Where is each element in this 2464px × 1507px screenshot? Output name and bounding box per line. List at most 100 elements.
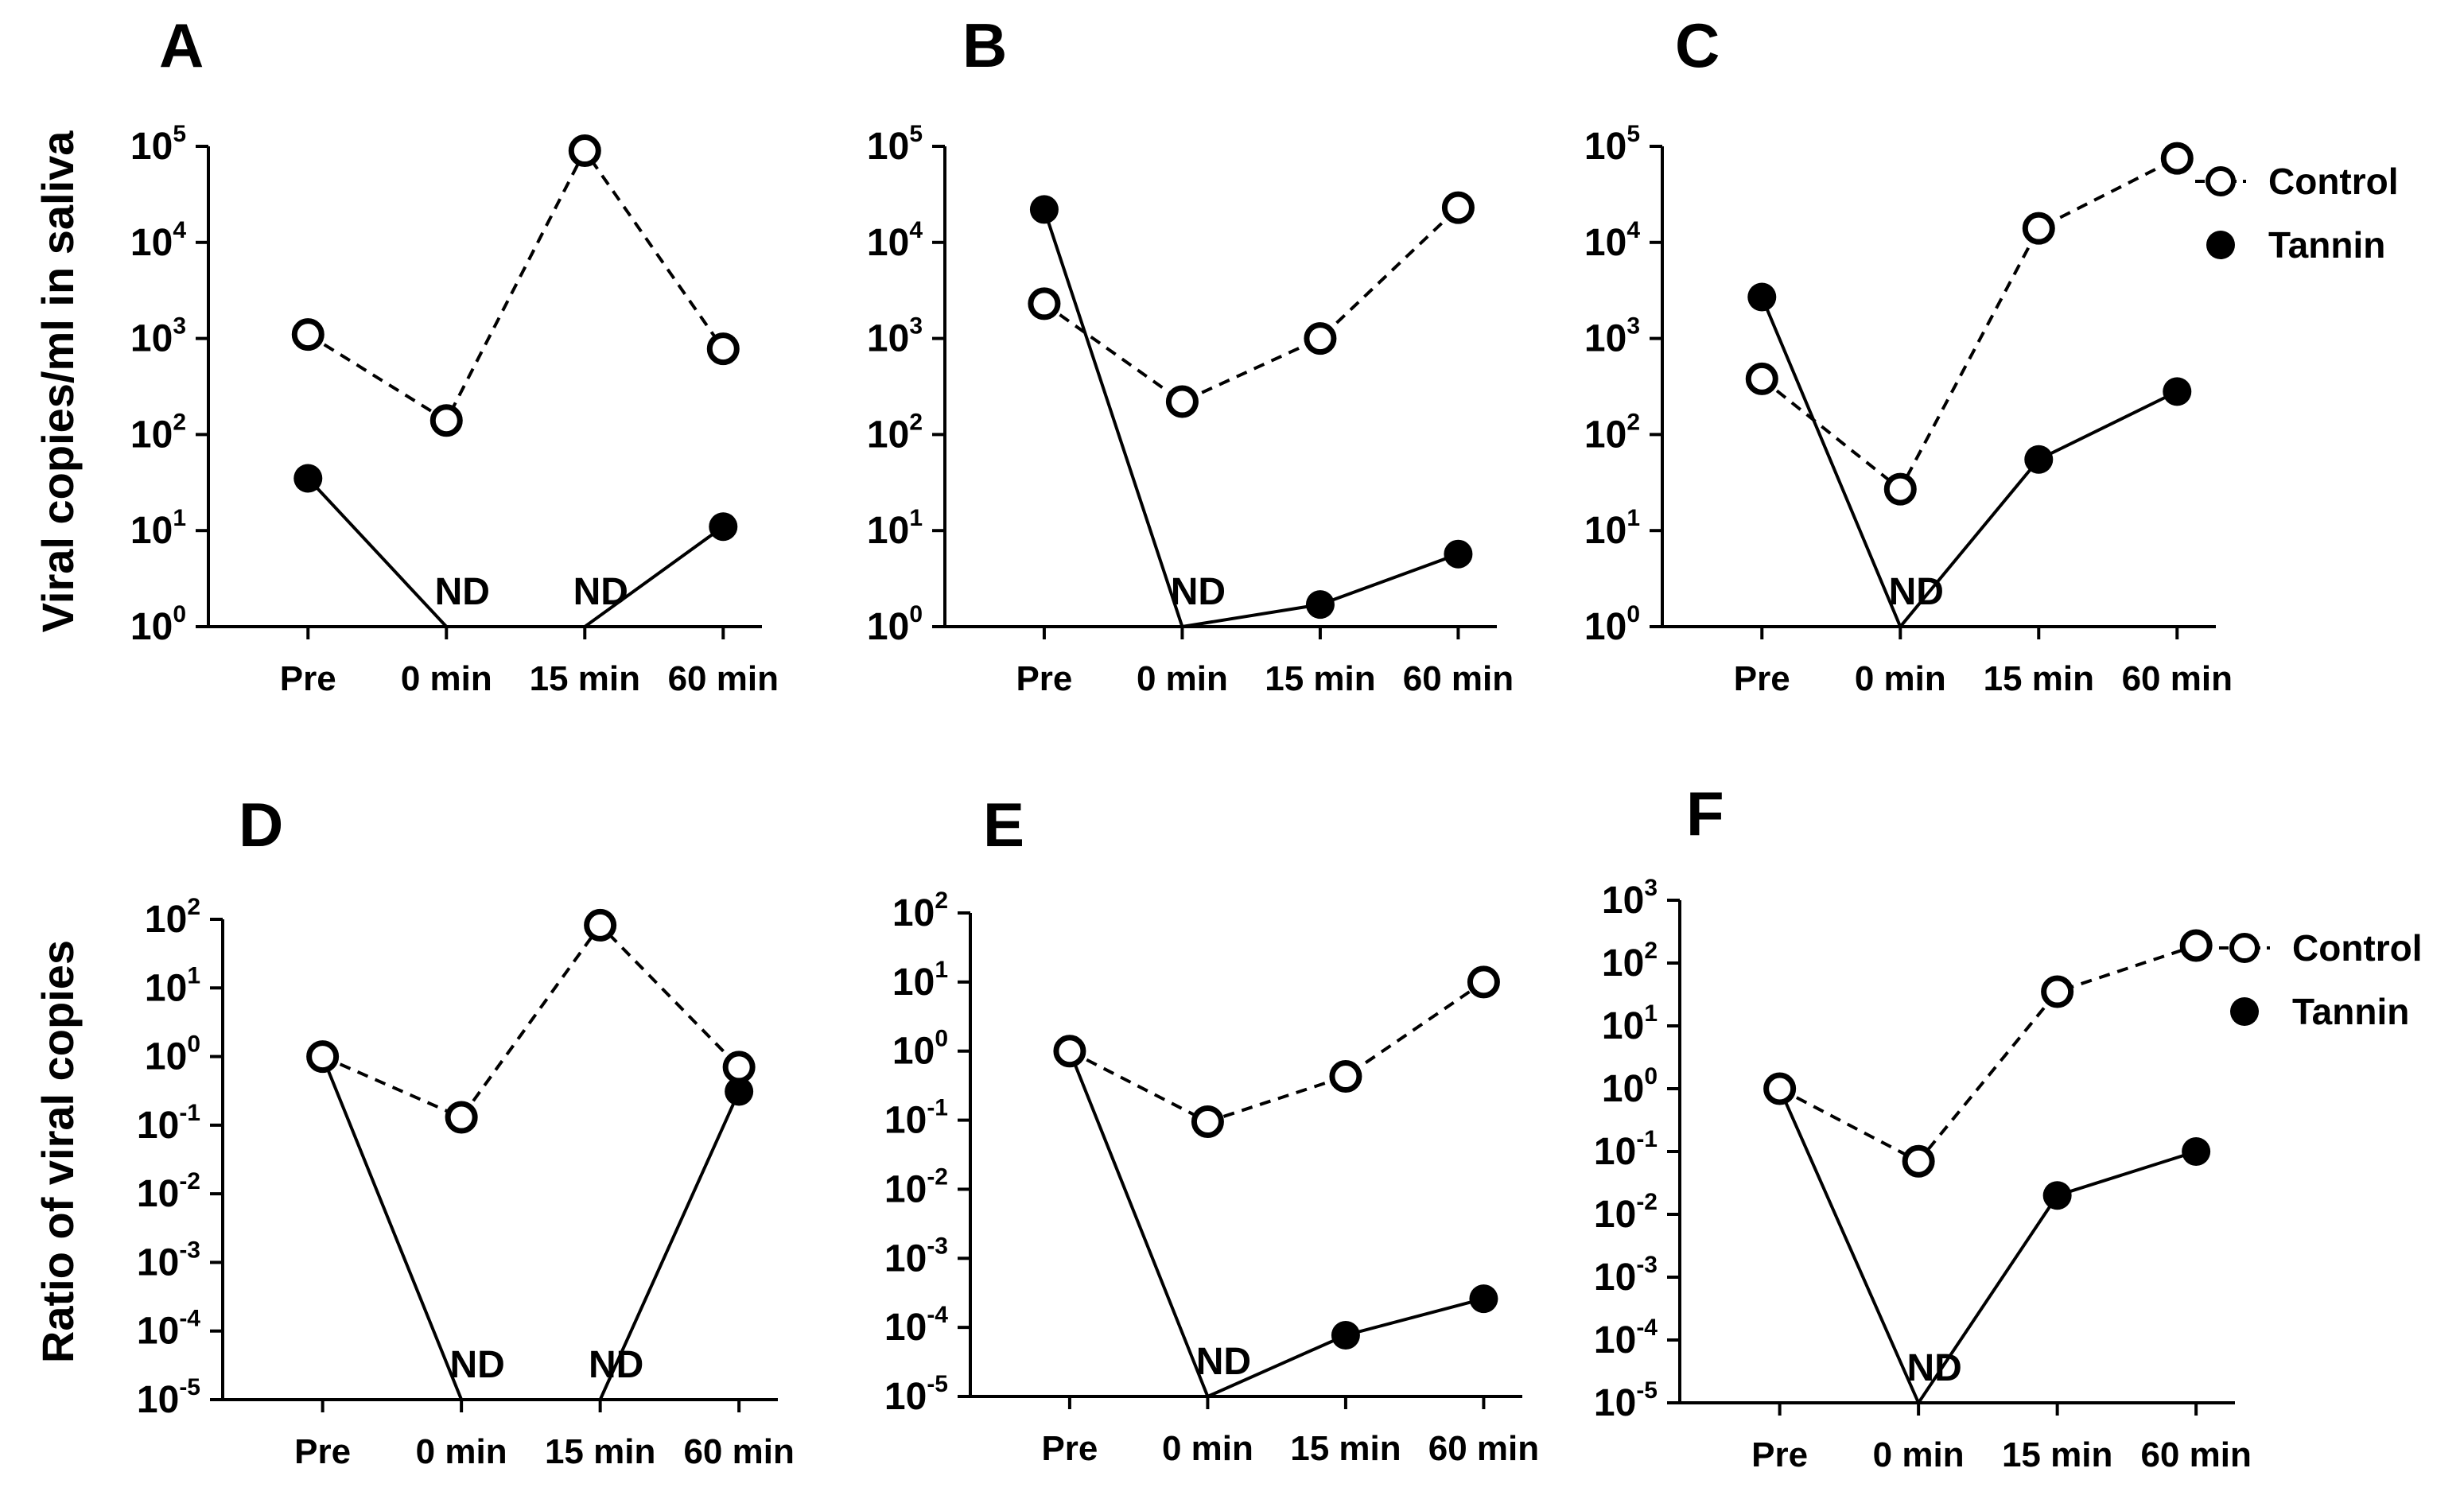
y-tick-label: 101 <box>892 957 948 1004</box>
control-point <box>1304 322 1337 355</box>
x-tick-label: 60 min <box>1428 1429 1539 1468</box>
x-tick-label: 0 min <box>1873 1435 1965 1474</box>
legend-control-marker <box>2229 933 2260 963</box>
y-tick-label: 102 <box>892 887 948 934</box>
y-tick-label: 105 <box>1584 121 1640 168</box>
control-point <box>1165 385 1199 418</box>
y-tick-label: 10-3 <box>1594 1252 1658 1299</box>
legend-tannin-label: Tannin <box>2292 991 2409 1032</box>
tannin-point <box>1747 282 1777 312</box>
x-tick-label: 0 min <box>1137 659 1228 698</box>
nd-label: ND <box>1906 1347 1961 1389</box>
panel-letter: E <box>983 790 1024 860</box>
x-tick-label: Pre <box>1016 659 1072 698</box>
x-tick-label: 15 min <box>1984 659 2094 698</box>
y-tick-label: 105 <box>130 121 186 168</box>
control-series-line <box>1761 157 2178 492</box>
control-point <box>1902 1144 1935 1178</box>
legend-tannin-marker <box>2230 997 2259 1026</box>
x-tick-label: 0 min <box>1162 1429 1253 1468</box>
tannin-point <box>1305 590 1335 620</box>
tannin-point <box>2163 377 2192 406</box>
y-axis-label-bottom-row: Ratio of viral copies <box>33 940 83 1363</box>
legend-control-label: Control <box>2268 161 2399 202</box>
y-tick-label: 101 <box>130 505 186 552</box>
y-tick-label: 103 <box>867 313 923 360</box>
nd-label: ND <box>1889 571 1944 613</box>
y-tick-label: 10-2 <box>137 1168 200 1215</box>
panel-a: A 100 101 102 103 104 105 Pre 0 min 15 min 60 min N… <box>130 10 779 698</box>
y-tick-label: 100 <box>1602 1063 1658 1110</box>
control-point <box>584 908 617 942</box>
x-tick-label: 15 min <box>545 1432 655 1471</box>
control-series-line <box>1069 981 1485 1124</box>
control-series-line <box>1043 206 1459 404</box>
panel-letter: C <box>1675 10 1720 80</box>
control-series-line <box>307 147 725 423</box>
panel-d: D 10-5 10-4 10-3 10-2 10-1 100 101 102 Pre 0 min 15… <box>137 790 795 1471</box>
control-point <box>1441 191 1475 224</box>
panel-b: B 100 101 102 103 104 105 Pre 0 min 15 min 60 min N… <box>867 10 1514 698</box>
control-point <box>722 1051 756 1084</box>
y-tick-label: 10-4 <box>137 1306 200 1353</box>
panel-letter: D <box>239 790 283 860</box>
y-tick-label: 104 <box>867 217 923 264</box>
control-series-line <box>321 922 740 1120</box>
nd-label: ND <box>435 571 490 613</box>
x-tick-label: 60 min <box>2140 1435 2251 1474</box>
x-tick-label: 15 min <box>2002 1435 2112 1474</box>
y-tick-label: 10-2 <box>1594 1189 1658 1236</box>
control-point <box>2160 142 2194 175</box>
panel-letter: F <box>1686 779 1724 849</box>
tannin-point <box>709 512 738 542</box>
y-tick-label: 10-3 <box>137 1237 200 1284</box>
tannin-series-line <box>1760 296 2178 630</box>
y-tick-label: 102 <box>145 894 200 941</box>
tannin-series-line <box>1778 1088 2197 1407</box>
x-tick-label: Pre <box>294 1432 351 1471</box>
nd-label: ND <box>1171 571 1226 613</box>
y-tick-label: 103 <box>130 313 186 360</box>
tannin-point <box>1029 195 1059 224</box>
control-point <box>1329 1060 1362 1093</box>
x-tick-label: 60 min <box>2122 659 2233 698</box>
control-point <box>1028 287 1061 320</box>
control-point <box>2022 212 2055 245</box>
x-tick-label: 15 min <box>530 659 640 698</box>
tannin-point <box>2024 445 2054 474</box>
y-tick-label: 10-5 <box>884 1371 948 1418</box>
nd-label: ND <box>1196 1341 1251 1383</box>
control-series-line <box>1778 944 2197 1163</box>
panel-letter: B <box>962 10 1007 80</box>
tannin-series-line <box>321 1055 740 1401</box>
control-point <box>568 134 601 168</box>
y-tick-label: 105 <box>867 121 923 168</box>
y-axis-label-top-row: Viral copies/ml in saliva <box>33 130 83 633</box>
y-tick-label: 100 <box>145 1031 200 1078</box>
y-tick-label: 100 <box>1584 601 1640 648</box>
tannin-series-line <box>306 477 725 628</box>
y-tick-label: 101 <box>867 505 923 552</box>
control-point <box>1191 1105 1224 1139</box>
legend-control-marker <box>2206 166 2236 196</box>
y-tick-label: 10-1 <box>1594 1126 1658 1173</box>
y-tick-label: 10-5 <box>137 1374 200 1421</box>
tannin-point <box>2042 1181 2072 1210</box>
x-tick-label: 15 min <box>1265 659 1375 698</box>
panel-c: C 100 101 102 103 104 105 Pre 0 min 15 min 60 min N… <box>1584 10 2399 698</box>
y-tick-label: 102 <box>1584 409 1640 456</box>
y-tick-label: 102 <box>130 409 186 456</box>
y-tick-label: 10-1 <box>137 1100 200 1147</box>
tannin-series-line <box>1068 1050 1484 1399</box>
x-tick-label: 60 min <box>683 1432 794 1471</box>
x-tick-label: Pre <box>1041 1429 1098 1468</box>
tannin-point <box>1469 1284 1498 1314</box>
y-tick-label: 103 <box>1584 313 1640 360</box>
panel-letter: A <box>159 10 204 80</box>
nd-label: ND <box>573 571 628 613</box>
tannin-point <box>293 464 323 493</box>
tannin-point <box>725 1077 754 1106</box>
x-tick-label: Pre <box>280 659 336 698</box>
legend-tannin-label: Tannin <box>2268 224 2385 266</box>
y-tick-label: 10-4 <box>1594 1315 1658 1361</box>
